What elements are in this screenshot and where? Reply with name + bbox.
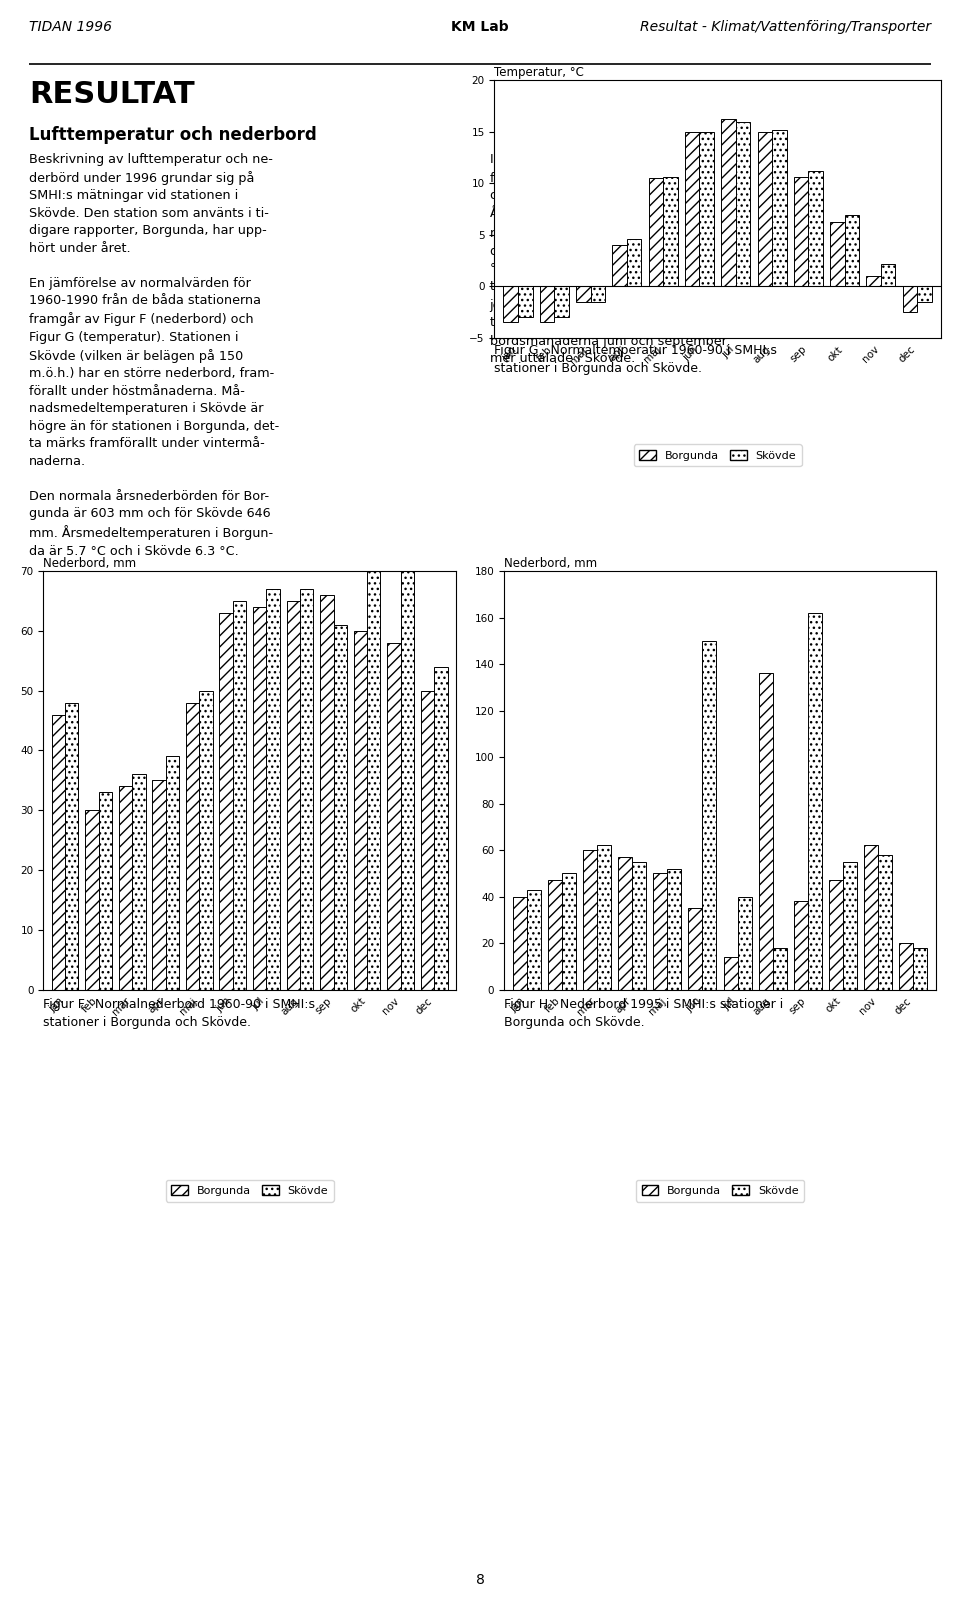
Text: Nederbord, mm: Nederbord, mm xyxy=(43,557,136,570)
Bar xyxy=(353,631,367,990)
Text: Figur H.  Nederbord 1995 i SMHI:s stationer i
Borgunda och Skövde.: Figur H. Nederbord 1995 i SMHI:s station… xyxy=(504,998,783,1028)
Bar xyxy=(400,571,414,990)
Bar xyxy=(808,171,823,286)
Bar xyxy=(828,880,843,990)
Bar xyxy=(737,896,752,990)
Bar xyxy=(320,595,333,990)
Bar xyxy=(220,613,233,990)
Bar xyxy=(900,943,913,990)
Bar xyxy=(434,666,447,990)
Bar xyxy=(420,690,434,990)
Text: RESULTAT: RESULTAT xyxy=(29,79,195,109)
Bar xyxy=(794,177,808,286)
Bar xyxy=(119,787,132,990)
Bar xyxy=(700,132,714,286)
Bar xyxy=(333,624,347,990)
Text: Temperatur, °C: Temperatur, °C xyxy=(494,66,585,79)
Text: 8: 8 xyxy=(475,1574,485,1586)
Bar xyxy=(721,119,735,286)
Bar xyxy=(794,901,807,990)
Bar xyxy=(186,703,200,990)
Bar xyxy=(758,674,773,990)
Bar xyxy=(503,286,518,322)
Bar xyxy=(653,874,667,990)
Bar xyxy=(866,277,881,286)
Text: Beskrivning av lufttemperatur och ne-
derbörd under 1996 grundar sig på
SMHI:s m: Beskrivning av lufttemperatur och ne- de… xyxy=(29,153,279,558)
Bar xyxy=(735,122,751,286)
Text: Nederbord, mm: Nederbord, mm xyxy=(504,557,597,570)
Legend: Borgunda, Skövde: Borgunda, Skövde xyxy=(634,444,802,467)
Text: Figur G.  Normaltemperatur 1960-90 i SMHI:s
stationer i Borgunda och Skövde.: Figur G. Normaltemperatur 1960-90 i SMHI… xyxy=(494,344,778,375)
Bar xyxy=(684,132,700,286)
Bar xyxy=(527,890,540,990)
Bar xyxy=(633,862,646,990)
Bar xyxy=(878,854,892,990)
Legend: Borgunda, Skövde: Borgunda, Skövde xyxy=(636,1179,804,1202)
Bar xyxy=(583,850,597,990)
Bar xyxy=(902,286,917,312)
Bar xyxy=(917,286,932,302)
Bar xyxy=(300,589,313,990)
Text: Figur F.  Normalnederbord 1960-90 i SMHI:s
stationer i Borgunda och Skövde.: Figur F. Normalnederbord 1960-90 i SMHI:… xyxy=(43,998,315,1028)
Text: I Figur H och Figur I (nästa sida) jäm-
förs 1995 års mätningar av temperatur
oc: I Figur H och Figur I (nästa sida) jäm- … xyxy=(490,153,741,365)
Bar xyxy=(807,613,822,990)
Text: TIDAN 1996: TIDAN 1996 xyxy=(29,21,111,34)
Legend: Borgunda, Skövde: Borgunda, Skövde xyxy=(165,1179,334,1202)
Text: KM Lab: KM Lab xyxy=(451,21,509,34)
Bar xyxy=(576,286,590,302)
Bar xyxy=(554,286,568,317)
Bar xyxy=(667,869,682,990)
Bar xyxy=(757,132,772,286)
Bar xyxy=(166,756,180,990)
Bar xyxy=(513,896,527,990)
Bar xyxy=(266,589,279,990)
Bar xyxy=(688,907,703,990)
Bar xyxy=(772,130,786,286)
Bar xyxy=(65,703,79,990)
Bar xyxy=(864,845,878,990)
Bar xyxy=(913,948,927,990)
Bar xyxy=(845,216,859,286)
Bar xyxy=(627,240,641,286)
Bar xyxy=(99,792,112,990)
Bar xyxy=(703,640,716,990)
Bar xyxy=(153,780,166,990)
Bar xyxy=(618,858,633,990)
Bar xyxy=(724,957,737,990)
Bar xyxy=(233,602,247,990)
Bar xyxy=(881,264,896,286)
Bar xyxy=(286,602,300,990)
Bar xyxy=(649,179,663,286)
Bar xyxy=(612,245,627,286)
Bar xyxy=(200,690,213,990)
Bar xyxy=(663,177,678,286)
Bar xyxy=(548,880,562,990)
Bar xyxy=(367,571,380,990)
Bar xyxy=(830,222,845,286)
Bar xyxy=(387,644,400,990)
Bar xyxy=(518,286,533,317)
Bar xyxy=(843,862,857,990)
Bar xyxy=(252,607,266,990)
Bar xyxy=(562,874,576,990)
Text: Lufttemperatur och nederbord: Lufttemperatur och nederbord xyxy=(29,126,317,145)
Bar xyxy=(132,774,146,990)
Bar xyxy=(540,286,554,322)
Bar xyxy=(590,286,605,302)
Bar xyxy=(773,948,787,990)
Bar xyxy=(597,845,612,990)
Bar xyxy=(85,811,99,990)
Text: Resultat - Klimat/Vattenföring/Transporter: Resultat - Klimat/Vattenföring/Transport… xyxy=(640,21,931,34)
Bar xyxy=(52,714,65,990)
